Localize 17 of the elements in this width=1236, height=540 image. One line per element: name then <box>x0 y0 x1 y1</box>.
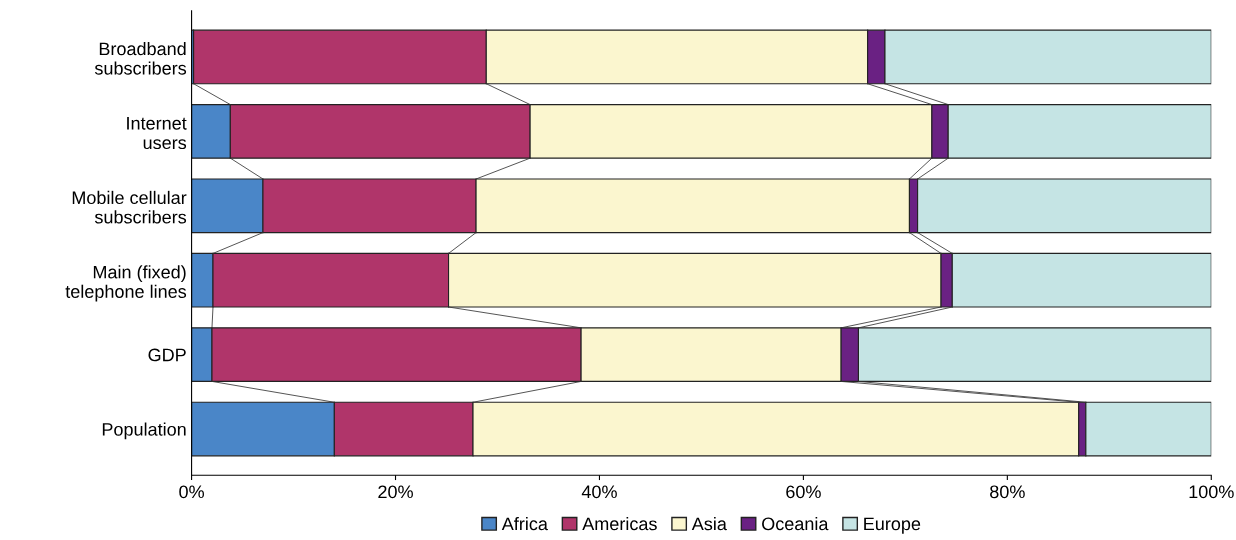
x-tick-label: 0% <box>179 485 204 499</box>
legend-label: Asia <box>691 516 727 531</box>
y-tick-label: Population <box>102 422 186 440</box>
x-tick-label: 40% <box>581 485 617 499</box>
legend-label: Oceania <box>762 516 829 531</box>
y-tick-label: Mobile cellular subscribers <box>72 190 187 224</box>
y-tick-label: Main (fixed) telephone lines <box>65 265 187 302</box>
y-tick-label: GDP <box>148 348 186 362</box>
x-tick-label: 60% <box>786 485 821 499</box>
legend-label: Europe <box>864 517 921 534</box>
x-tick-label: 80% <box>990 485 1025 499</box>
y-tick-label: Broadband subscribers <box>94 41 187 75</box>
legend-label: Americas <box>582 516 657 531</box>
legend-label: Africa <box>501 516 548 531</box>
x-tick-label: 20% <box>378 485 413 499</box>
x-tick-label: 100% <box>1189 485 1234 499</box>
y-tick-label: Internet users <box>127 117 187 150</box>
